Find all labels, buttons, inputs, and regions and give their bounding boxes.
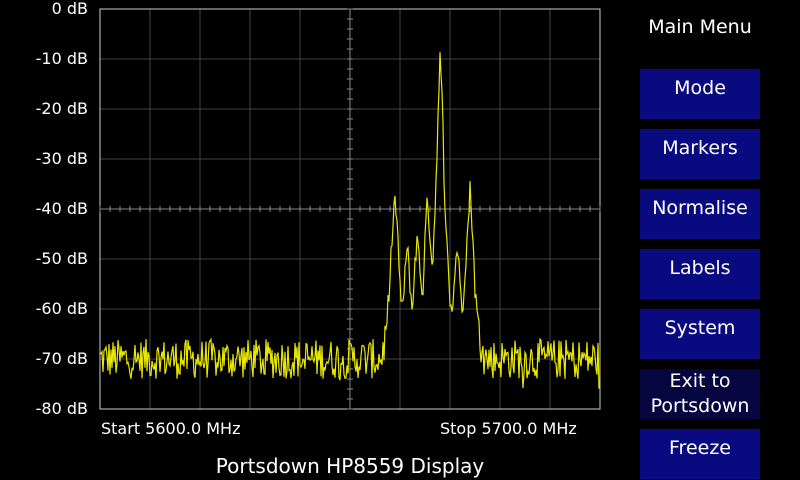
spectrum-trace [99, 52, 601, 389]
y-tick-label: 0 dB [51, 0, 88, 18]
y-tick-label: -40 dB [35, 199, 88, 218]
center-axis-ticks [99, 8, 601, 410]
start-frequency-label: Start 5600.0 MHz [101, 419, 241, 438]
system-button[interactable]: System [640, 309, 760, 359]
normalise-button[interactable]: Normalise [640, 189, 760, 239]
mode-button[interactable]: Mode [640, 69, 760, 119]
y-tick-label: -30 dB [35, 149, 88, 168]
main-menu-title: Main Menu [648, 16, 752, 38]
y-tick-label: -80 dB [35, 399, 88, 418]
y-tick-label: -50 dB [35, 249, 88, 268]
freeze-button[interactable]: Freeze [640, 429, 760, 479]
display-title: Portsdown HP8559 Display [215, 454, 485, 478]
y-tick-label: -70 dB [35, 349, 88, 368]
y-tick-label: -10 dB [35, 49, 88, 68]
y-tick-label: -20 dB [35, 99, 88, 118]
y-tick-label: -60 dB [35, 299, 88, 318]
stop-frequency-label: Stop 5700.0 MHz [440, 419, 577, 438]
exit-to-portsdown-button[interactable]: Exit to Portsdown [640, 369, 760, 419]
labels-button[interactable]: Labels [640, 249, 760, 299]
markers-button[interactable]: Markers [640, 129, 760, 179]
